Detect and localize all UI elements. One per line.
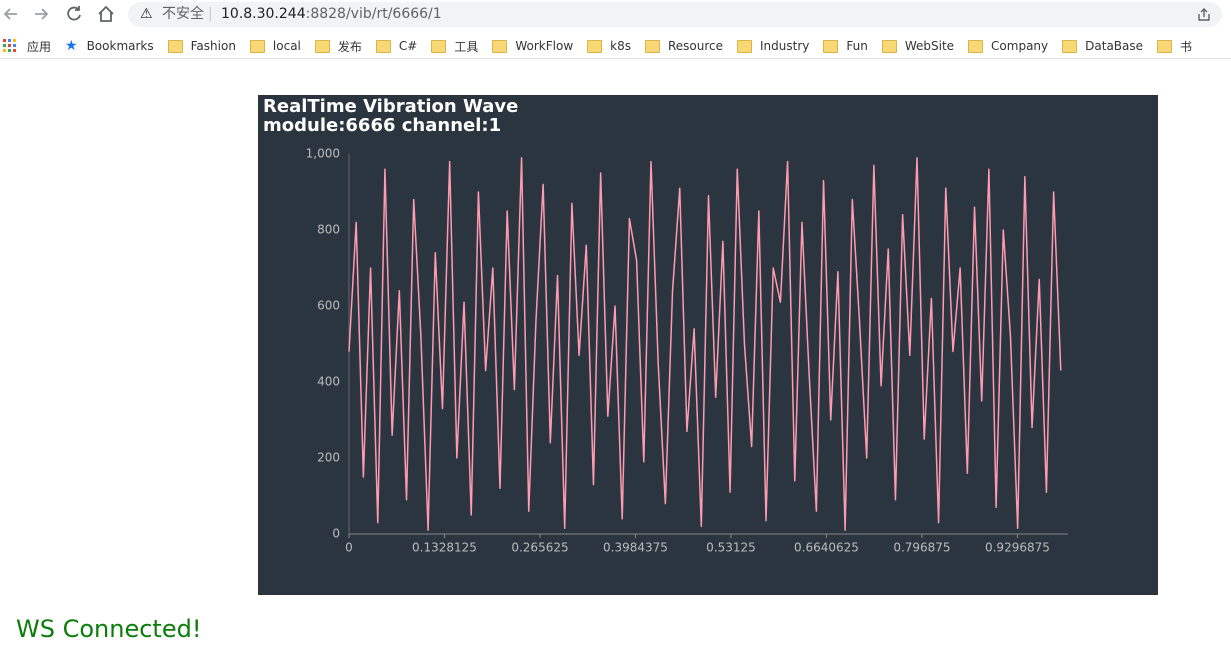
bookmark-label: k8s xyxy=(610,39,631,53)
bookmark-label: 书 xyxy=(1180,39,1193,54)
url-warning: 不安全 xyxy=(162,6,204,22)
y-tick-label: 400 xyxy=(317,375,340,389)
chart-subtitle: module:6666 channel:1 xyxy=(263,115,501,136)
x-tick-label: 0.796875 xyxy=(893,541,950,555)
bookmark[interactable]: Fashion xyxy=(167,39,236,53)
separator: | xyxy=(208,6,213,22)
bookmark[interactable]: Industry xyxy=(737,39,809,53)
folder-icon xyxy=(644,39,660,53)
bookmark[interactable]: 书 xyxy=(1157,38,1192,55)
x-tick-label: 0.265625 xyxy=(511,541,568,555)
folder-icon xyxy=(431,39,447,53)
bookmark[interactable]: ★ Bookmarks xyxy=(65,38,154,54)
status-text: WS Connected! xyxy=(16,615,202,643)
browser-toolbar: ⚠ 不安全 | 10.8.30.244:8828/vib/rt/6666/1 xyxy=(0,0,1231,30)
bookmark-label: Industry xyxy=(760,39,810,53)
y-tick-label: 800 xyxy=(317,223,340,237)
bookmark[interactable]: 发布 xyxy=(314,38,362,55)
bookmark-label: WorkFlow xyxy=(515,39,574,53)
x-tick-label: 0.9296875 xyxy=(985,541,1050,555)
bookmark-label: Fashion xyxy=(190,39,236,53)
bookmark-label: DataBase xyxy=(1085,39,1144,53)
apps-item[interactable]: 应用 xyxy=(3,38,51,55)
chart-title: RealTime Vibration Wave xyxy=(263,96,518,117)
bookmark[interactable]: WorkFlow xyxy=(492,39,573,53)
x-tick-label: 0.53125 xyxy=(706,541,756,555)
bookmark[interactable]: 工具 xyxy=(431,38,478,55)
y-tick-label: 0 xyxy=(332,527,340,541)
folder-icon xyxy=(881,39,897,53)
bookmark-label: local xyxy=(272,39,301,53)
warning-icon: ⚠ xyxy=(140,6,153,22)
y-tick-label: 1,000 xyxy=(306,147,340,161)
chart-background xyxy=(258,95,1158,595)
bookmark[interactable]: WebSite xyxy=(881,39,955,53)
bookmarks-bar: 应用 ★ Bookmarks Fashion local 发布 C# 工具 WorkFlow k… xyxy=(0,34,1231,59)
folder-icon xyxy=(167,39,183,53)
bookmark[interactable]: C# xyxy=(375,39,418,53)
folder-icon xyxy=(1062,39,1078,53)
bookmark-label: Resource xyxy=(667,39,724,53)
back-button[interactable] xyxy=(3,8,17,20)
folder-icon xyxy=(968,39,984,53)
folder-icon xyxy=(375,39,391,53)
bookmark-label: 工具 xyxy=(454,39,479,54)
data-line xyxy=(348,157,1062,531)
nav-icons xyxy=(3,5,114,22)
home-button[interactable] xyxy=(98,5,114,22)
x-tick-label: 0.6640625 xyxy=(794,541,859,555)
bookmark-label: Fun xyxy=(846,39,868,53)
chart: RealTime Vibration Wave module:6666 chan… xyxy=(258,95,1158,595)
folder-icon xyxy=(492,39,508,53)
bookmark[interactable]: Resource xyxy=(644,39,724,53)
x-tick-label: 0 xyxy=(345,541,353,555)
bookmark-label: WebSite xyxy=(904,39,955,53)
bookmark-label: C# xyxy=(398,39,418,53)
url-host: 10.8.30.244 xyxy=(221,6,306,22)
bookmark[interactable]: local xyxy=(249,39,301,53)
reload-button[interactable] xyxy=(67,6,81,21)
address-bar[interactable]: ⚠ 不安全 | 10.8.30.244:8828/vib/rt/6666/1 xyxy=(128,2,1222,27)
url-path: :8828/vib/rt/6666/1 xyxy=(305,6,442,22)
bookmark-label: Company xyxy=(991,39,1049,53)
apps-label: 应用 xyxy=(27,39,52,54)
folder-icon xyxy=(823,39,839,53)
bookmark-label: Bookmarks xyxy=(86,39,154,53)
bookmark[interactable]: Company xyxy=(968,39,1048,53)
bookmark[interactable]: Fun xyxy=(823,39,868,53)
bookmark-label: 发布 xyxy=(337,39,362,54)
y-tick-label: 600 xyxy=(317,299,340,313)
star-icon: ★ xyxy=(65,38,78,54)
folder-icon xyxy=(249,39,265,53)
bookmark[interactable]: k8s xyxy=(587,39,631,53)
bookmark[interactable]: DataBase xyxy=(1062,39,1143,53)
x-tick-label: 0.3984375 xyxy=(603,541,668,555)
share-icon[interactable] xyxy=(1196,7,1212,23)
folder-icon xyxy=(587,39,603,53)
folder-icon xyxy=(314,39,330,53)
apps-icon xyxy=(3,39,16,52)
folder-icon xyxy=(1157,39,1173,53)
y-tick-label: 200 xyxy=(317,451,340,465)
x-tick-label: 0.1328125 xyxy=(412,541,477,555)
url: 10.8.30.244:8828/vib/rt/6666/1 xyxy=(221,2,442,27)
forward-button[interactable] xyxy=(35,8,49,20)
folder-icon xyxy=(737,39,753,53)
